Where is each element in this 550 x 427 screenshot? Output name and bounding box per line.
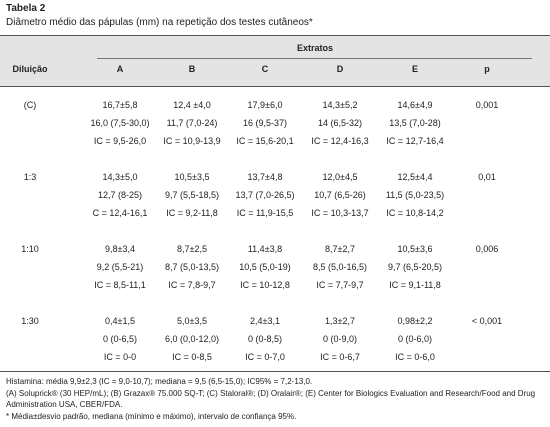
cell-value: 9,2 (5,5-21) xyxy=(96,262,144,272)
cell-value: 16 (9,5-37) xyxy=(242,118,288,128)
footer-rule xyxy=(0,371,550,372)
cell-value: 11,7 (7,0-24) xyxy=(166,118,218,128)
column-header: D xyxy=(336,64,344,74)
cell-value: 13,7±4,8 xyxy=(247,172,283,182)
cell-value: 17,9±6,0 xyxy=(247,100,283,110)
cell-value: 0 (0-8,5) xyxy=(247,334,283,344)
cell-value: 13,5 (7,0-28) xyxy=(389,118,441,128)
cell-value: IC = 0-6,7 xyxy=(320,352,360,362)
cell-value: 11,4±3,8 xyxy=(247,244,283,254)
cell-value: C = 12,4-16,1 xyxy=(92,208,148,218)
dilution: 1:30 xyxy=(21,316,39,326)
cell-value: 8,5 (5,0-16,5) xyxy=(312,262,368,272)
cell-value: IC = 0-0 xyxy=(103,352,137,362)
cell-value: 13,7 (7,0-26,5) xyxy=(235,190,295,200)
cell-value: IC = 9,1-11,8 xyxy=(389,280,441,290)
cell-value: 14,3±5,2 xyxy=(322,100,358,110)
cell-value: IC = 7,8-9,7 xyxy=(168,280,216,290)
cell-value: IC = 0-7,0 xyxy=(245,352,285,362)
cell-value: IC = 8,5-11,1 xyxy=(94,280,146,290)
cell-value: 11,5 (5,0-23,5) xyxy=(385,190,445,200)
cell-value: 14,3±5,0 xyxy=(102,172,138,182)
footnote: * Média±desvio padrão, mediana (mínimo e… xyxy=(6,411,297,421)
cell-value: 10,5±3,6 xyxy=(397,244,433,254)
table-title: Tabela 2 xyxy=(6,3,46,14)
cell-value: 14,6±4,9 xyxy=(397,100,433,110)
cell-value: IC = 9,5-26,0 xyxy=(93,136,147,146)
header-band xyxy=(0,35,550,87)
cell-value: 8,7±2,5 xyxy=(177,244,207,254)
cell-value: IC = 10,3-13,7 xyxy=(311,208,369,218)
p-value: < 0,001 xyxy=(471,316,503,326)
cell-value: IC = 0-6,0 xyxy=(395,352,435,362)
cell-value: IC = 15,6-20,1 xyxy=(236,136,294,146)
footnotes: Histamina: média 9,9±2,3 (IC = 9,0-10,7)… xyxy=(6,376,546,422)
cell-value: 9,8±3,4 xyxy=(105,244,135,254)
group-header: Extratos xyxy=(296,43,334,53)
cell-value: IC = 12,7-16,4 xyxy=(386,136,444,146)
cell-value: IC = 7,7-9,7 xyxy=(316,280,364,290)
p-value: 0,006 xyxy=(475,244,499,254)
cell-value: 1,3±2,7 xyxy=(325,316,355,326)
cell-value: IC = 9,2-11,8 xyxy=(166,208,218,218)
cell-value: IC = 0-8,5 xyxy=(172,352,212,362)
cell-value: 0 (0-6,0) xyxy=(397,334,433,344)
cell-value: 2,4±3,1 xyxy=(250,316,280,326)
cell-value: 6,0 (0,0-12,0) xyxy=(164,334,220,344)
footnote: Histamina: média 9,9±2,3 (IC = 9,0-10,7)… xyxy=(6,377,313,386)
cell-value: 12,0±4,5 xyxy=(322,172,358,182)
cell-value: 0,98±2,2 xyxy=(397,316,433,326)
cell-value: 10,7 (6,5-26) xyxy=(314,190,366,200)
dilution: 1:3 xyxy=(23,172,37,182)
column-header: B xyxy=(188,64,196,74)
column-header: E xyxy=(411,64,419,74)
cell-value: IC = 10,8-14,2 xyxy=(386,208,444,218)
cell-value: 9,7 (5,5-18,5) xyxy=(164,190,220,200)
column-header: Diluição xyxy=(12,64,48,74)
p-value: 0,01 xyxy=(478,172,496,182)
cell-value: 14 (6,5-32) xyxy=(317,118,363,128)
cell-value: IC = 11,9-15,5 xyxy=(236,208,294,218)
footnote: (A) Soluprick® (30 HEP/mL); (B) Grazax® … xyxy=(6,388,536,410)
column-header: C xyxy=(261,64,269,74)
cell-value: 10,5 (5,0-19) xyxy=(239,262,291,272)
dilution: 1:10 xyxy=(21,244,39,254)
cell-value: 8,7 (5,0-13,5) xyxy=(164,262,220,272)
cell-value: 8,7±2,7 xyxy=(325,244,355,254)
cell-value: IC = 10,9-13,9 xyxy=(163,136,221,146)
column-header: p xyxy=(484,64,490,74)
dilution: (C) xyxy=(23,100,37,110)
column-header: A xyxy=(116,64,124,74)
cell-value: 5,0±3,5 xyxy=(177,316,207,326)
cell-value: 16,7±5,8 xyxy=(102,100,138,110)
cell-value: 0 (0-6,5) xyxy=(102,334,138,344)
cell-value: 12,5±4,4 xyxy=(397,172,433,182)
cell-value: 12,7 (8-25) xyxy=(97,190,143,200)
p-value: 0,001 xyxy=(475,100,499,110)
cell-value: 9,7 (6,5-20,5) xyxy=(387,262,443,272)
cell-value: IC = 12,4-16,3 xyxy=(311,136,369,146)
cell-value: 10,5±3,5 xyxy=(174,172,210,182)
cell-value: 0 (0-9,0) xyxy=(322,334,358,344)
cell-value: 12,4 ±4,0 xyxy=(173,100,211,110)
cell-value: 16,0 (7,5-30,0) xyxy=(90,118,150,128)
group-rule xyxy=(97,58,532,59)
table-subtitle: Diâmetro médio das pápulas (mm) na repet… xyxy=(6,17,313,28)
cell-value: 0,4±1,5 xyxy=(105,316,135,326)
cell-value: IC = 10-12,8 xyxy=(240,280,290,290)
